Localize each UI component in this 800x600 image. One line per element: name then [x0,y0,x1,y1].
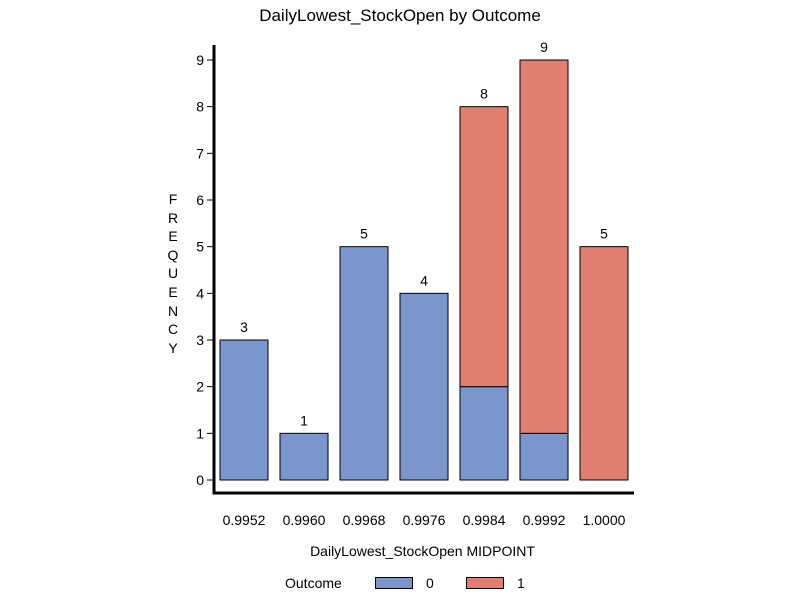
bar-segment-outcome-0 [219,339,269,481]
bar-segment-outcome-1 [519,59,569,434]
legend-title: Outcome [285,575,342,591]
bar-segment-outcome-0 [399,292,449,481]
x-tick-label: 0.9968 [343,512,386,528]
x-tick-label: 0.9952 [223,512,266,528]
y-tick-label: 3 [196,332,204,348]
bar-total-label: 5 [600,226,608,242]
y-axis-label-letter: F [168,191,178,207]
bar-total-label: 3 [240,319,248,335]
legend: Outcome 0 1 [0,575,800,595]
y-tick-label: 0 [196,472,204,488]
bar-total-label: 9 [540,39,548,55]
y-tick-label: 6 [196,192,204,208]
legend-swatch-0 [375,577,413,589]
chart-title: DailyLowest_StockOpen by Outcome [259,6,541,25]
y-tick-label: 5 [196,239,204,255]
bar-total-label: 1 [300,412,308,428]
y-tick-label: 1 [196,425,204,441]
bar-segment-outcome-0 [279,432,329,481]
bar-segment-outcome-1 [579,246,629,481]
y-axis-label-letter: E [168,228,178,245]
y-axis-label-letter: E [168,283,178,300]
y-tick-label: 9 [196,52,204,68]
bar-total-label: 5 [360,226,368,242]
y-axis-label-letter: R [167,209,179,226]
x-tick-label: 0.9984 [463,512,506,528]
x-tick-label: 0.9976 [403,512,446,528]
y-tick-label: 2 [196,379,204,395]
x-tick-label: 1.0000 [583,512,626,528]
bar-segment-outcome-0 [459,386,509,481]
legend-label-0: 0 [426,575,434,591]
bar-segment-outcome-0 [339,246,389,481]
bar-total-label: 4 [420,272,428,288]
bar-segment-outcome-0 [519,432,569,481]
y-axis-label-letter: U [167,265,179,282]
y-tick-label: 8 [196,99,204,115]
bar-segment-outcome-1 [459,106,509,388]
y-axis-label-letter: N [167,302,179,319]
legend-swatch-1 [466,577,504,589]
y-axis-label-letter: Q [167,246,179,263]
x-tick-label: 0.9960 [283,512,326,528]
y-axis-label-letter: C [167,321,179,338]
x-axis-label: DailyLowest_StockOpen MIDPOINT [310,543,535,559]
x-tick-label: 0.9992 [523,512,566,528]
legend-label-1: 1 [517,575,525,591]
y-axis-label-letter: Y [168,339,178,356]
bar-total-label: 8 [480,86,488,102]
y-tick-label: 7 [196,145,204,161]
y-tick-label: 4 [196,285,204,301]
